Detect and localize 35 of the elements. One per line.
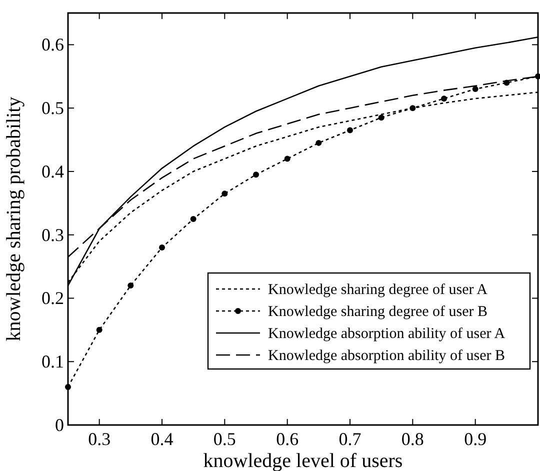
x-tick-label: 0.9	[464, 429, 487, 449]
point	[441, 96, 447, 102]
x-tick-label: 0.6	[276, 429, 299, 449]
y-axis-title: knowledge sharing probability	[3, 96, 25, 342]
x-tick-label: 0.7	[338, 429, 362, 449]
y-tick-label: 0.3	[42, 224, 64, 245]
x-tick-label: 0.4	[150, 429, 174, 449]
point	[190, 216, 196, 222]
legend-label: Knowledge sharing degree of user A	[268, 282, 488, 298]
y-tick-label: 0	[55, 415, 64, 435]
point	[410, 105, 416, 112]
legend-label: Knowledge absorption ability of user B	[268, 348, 506, 364]
point	[347, 127, 353, 134]
y-tick-label: 0.6	[42, 34, 64, 55]
y-tick-label: 0.2	[42, 288, 64, 308]
point	[96, 326, 102, 333]
x-tick-label: 0.8	[401, 429, 424, 449]
legend-label: Knowledge sharing degree of user B	[268, 304, 488, 320]
point	[378, 114, 384, 121]
point	[128, 282, 134, 289]
point	[222, 190, 228, 197]
x-axis-title: knowledge level of users	[203, 450, 403, 471]
point	[65, 384, 71, 390]
point	[535, 73, 540, 80]
y-tick-label: 0.1	[42, 352, 64, 372]
legend-label: Knowledge absorption ability of user A	[268, 326, 506, 342]
x-tick-label: 0.3	[88, 429, 111, 449]
x-tick-label: 0.5	[213, 429, 236, 449]
point	[284, 156, 290, 162]
point	[472, 86, 478, 92]
y-tick-label: 0.4	[42, 161, 64, 182]
y-tick-label: 0.5	[42, 98, 64, 118]
point	[253, 172, 259, 178]
point	[316, 140, 322, 146]
point	[159, 244, 165, 251]
